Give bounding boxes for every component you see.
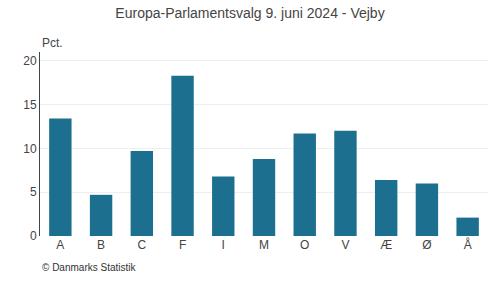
svg-text:Æ: Æ — [380, 238, 392, 252]
svg-text:C: C — [137, 238, 146, 252]
svg-text:A: A — [56, 238, 64, 252]
svg-text:B: B — [97, 238, 105, 252]
svg-text:M: M — [259, 238, 269, 252]
svg-text:V: V — [341, 238, 349, 252]
svg-text:I: I — [222, 238, 225, 252]
svg-text:20: 20 — [23, 54, 37, 68]
svg-text:Ø: Ø — [422, 238, 431, 252]
svg-text:15: 15 — [23, 98, 37, 112]
svg-text:10: 10 — [23, 142, 37, 156]
svg-text:Europa-Parlamentsvalg 9. juni: Europa-Parlamentsvalg 9. juni 2024 - Vej… — [115, 5, 384, 21]
svg-text:F: F — [179, 238, 186, 252]
svg-text:O: O — [300, 238, 309, 252]
svg-text:Å: Å — [464, 237, 472, 252]
svg-text:Pct.: Pct. — [42, 36, 63, 50]
svg-text:0: 0 — [30, 229, 37, 243]
svg-text:© Danmarks Statistik: © Danmarks Statistik — [42, 262, 137, 273]
svg-text:5: 5 — [30, 185, 37, 199]
